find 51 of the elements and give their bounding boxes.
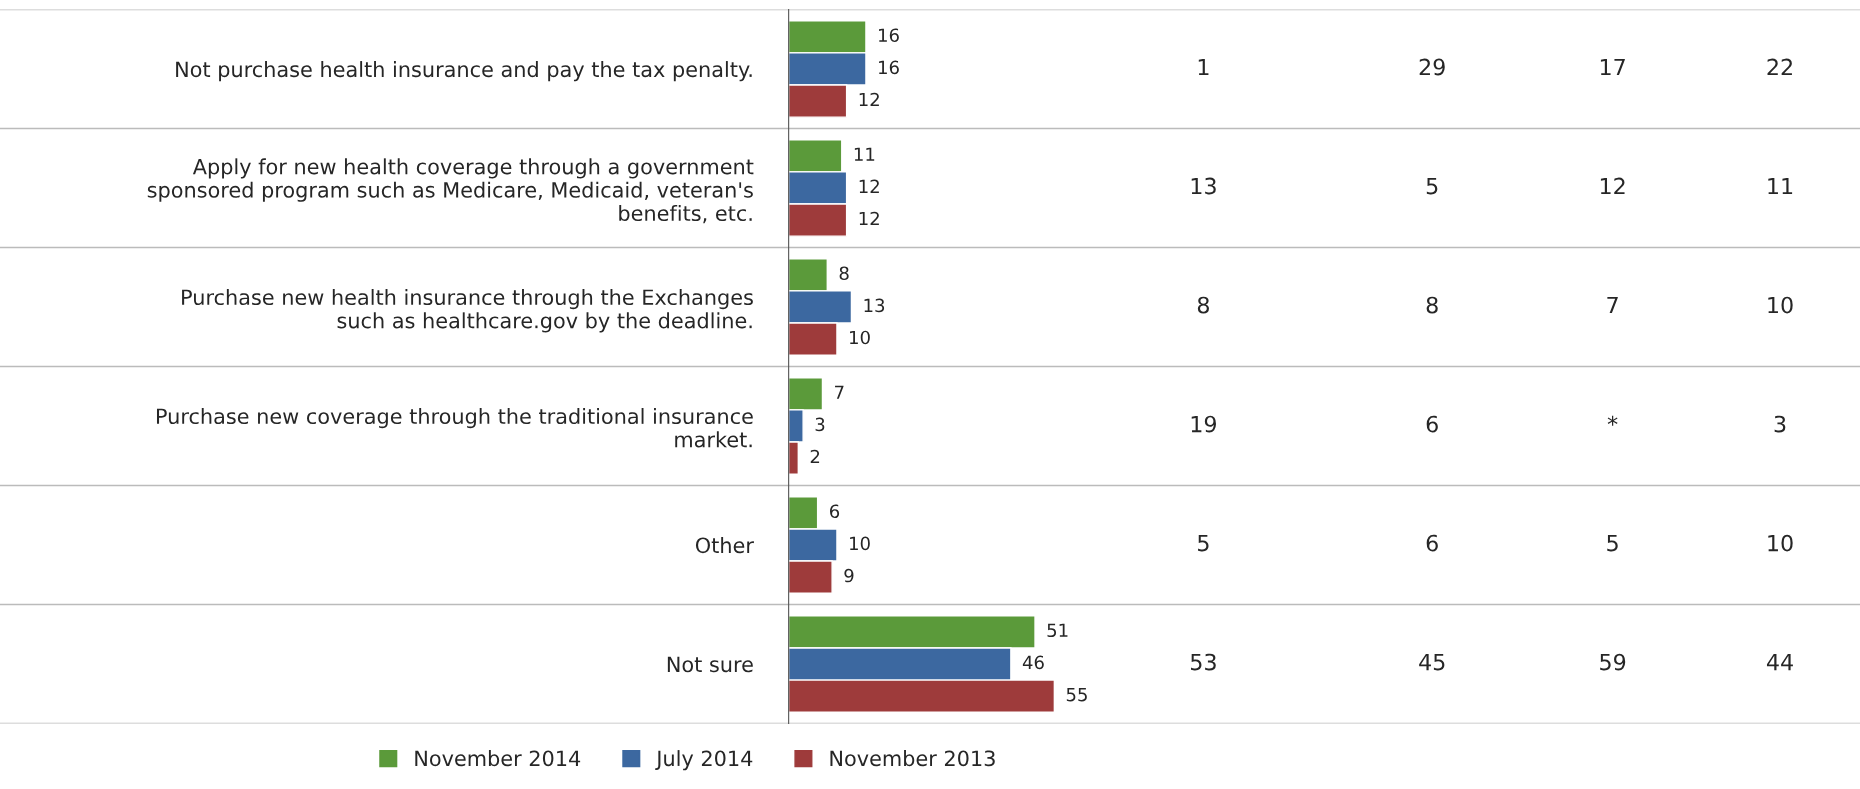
text: 12 (1600, 177, 1625, 195)
data-label: 9 (844, 568, 854, 583)
text: 10 (1768, 534, 1793, 552)
text: 5 (1426, 177, 1438, 195)
data-label: 6 (830, 504, 840, 519)
data-label: 16 (879, 28, 899, 43)
legend-label: July 2014 (655, 750, 753, 771)
data-label: 12 (859, 211, 879, 226)
text: 22 (1767, 58, 1792, 76)
text: 53 (1191, 653, 1216, 671)
text: 19 (1191, 415, 1216, 433)
data-label: 8 (839, 266, 849, 281)
text: 8 (1426, 296, 1438, 314)
data-label: 10 (850, 536, 870, 551)
text: 17 (1600, 58, 1625, 76)
text: 44 (1766, 653, 1793, 671)
y-tick-label: Purchase new health insurance through the Exchanges such as healthcare.gov by the deadline. (182, 288, 753, 333)
text: 45 (1419, 653, 1445, 671)
text: 8 (1197, 296, 1209, 314)
text: 59 (1600, 653, 1626, 671)
text: 11 (1768, 177, 1793, 195)
text: 3 (1774, 415, 1786, 433)
text: 10 (1768, 296, 1793, 314)
data-label: 12 (859, 179, 879, 193)
data-label: 3 (815, 417, 825, 432)
y-tick-label: Not purchase health insurance and pay the tax penalty. (176, 61, 752, 82)
text: 1 (1198, 58, 1209, 76)
text: 6 (1426, 534, 1438, 552)
text: * (1607, 415, 1618, 426)
data-label: 10 (850, 330, 870, 345)
data-label: 7 (835, 385, 844, 399)
data-label: 16 (879, 60, 899, 75)
legend-label: November 2013 (830, 750, 995, 767)
y-tick-label: Not sure (667, 656, 753, 673)
y-tick-label: Apply for new health coverage through a government sponsored program such as Medicare, Medicaid, veteran's benefits, etc. (147, 158, 754, 224)
y-tick-label: Other (695, 537, 754, 554)
y-tick-label: Purchase new coverage through the traditional insurance market. (156, 408, 753, 448)
data-label: 46 (1022, 655, 1044, 670)
data-label: 13 (864, 298, 885, 313)
text: 7 (1607, 296, 1618, 314)
data-label: 2 (810, 449, 820, 464)
text: 13 (1191, 177, 1216, 195)
text: 6 (1426, 415, 1438, 433)
legend-label: November 2014 (415, 750, 581, 767)
data-label: 12 (859, 92, 879, 107)
data-label: 55 (1066, 687, 1087, 702)
text: 5 (1607, 534, 1618, 552)
data-label: 11 (854, 147, 875, 161)
text: 5 (1198, 534, 1209, 552)
data-label: 51 (1047, 623, 1068, 638)
text: 29 (1419, 58, 1445, 76)
